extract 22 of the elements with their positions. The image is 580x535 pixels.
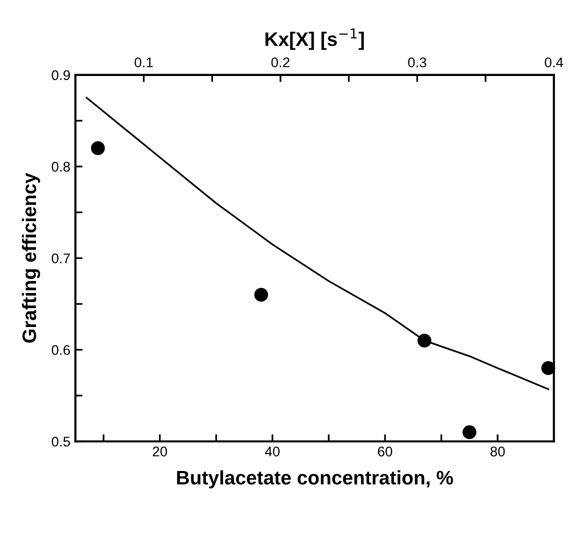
y-tick-label: 0.8 (52, 162, 70, 172)
point (418, 334, 432, 348)
line-series (86, 96, 550, 390)
x2-tick-label: 0.2 (271, 57, 290, 68)
x-tick-label: 60 (378, 446, 392, 456)
point (541, 361, 556, 375)
point (91, 141, 105, 156)
x-tick-label: 40 (265, 446, 280, 456)
y-tick-label: 0.6 (52, 345, 70, 355)
y-axis-title: Grafting efficiency (22, 172, 40, 343)
point (462, 425, 476, 440)
y-tick-label: 0.9 (52, 70, 70, 80)
x2-axis-title: Kx[X] [s$^{−1}$] (265, 28, 364, 50)
y-tick-label: 0.5 (52, 436, 70, 447)
x2-tick-label: 0.1 (134, 57, 153, 68)
point (254, 288, 268, 302)
x-tick-label: 80 (490, 446, 505, 456)
x2-tick-label: 0.3 (408, 57, 426, 68)
x-tick-label: 20 (152, 446, 168, 456)
x-axis-title: Butylacetate concentration, % (177, 470, 453, 488)
y-tick-label: 0.7 (52, 253, 70, 264)
x2-tick-label: 0.4 (544, 57, 564, 68)
